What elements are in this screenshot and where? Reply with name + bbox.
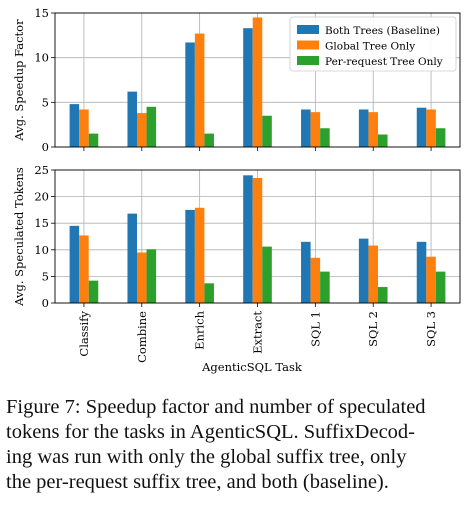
y-tick-label: 10 — [34, 51, 49, 65]
y-axis-label: Avg. Speculated Tokens — [12, 167, 26, 307]
bars — [69, 175, 446, 303]
bar-per-request-tree-only-extract — [262, 115, 272, 147]
bar-both-trees-baseline-sql-1 — [301, 109, 311, 147]
bar-both-trees-baseline-combine — [127, 213, 138, 303]
figure: 0 5 10 15 Avg. Speedup Factor Both Trees (Bas… — [12, 6, 461, 374]
bar-global-tree-only-sql-3 — [426, 256, 436, 303]
bar-per-request-tree-only-enrich — [204, 133, 214, 147]
bar-both-trees-baseline-combine — [127, 91, 138, 147]
bar-per-request-tree-only-sql-3 — [435, 271, 446, 303]
bar-per-request-tree-only-sql-2 — [377, 287, 388, 303]
bar-global-tree-only-classify — [79, 109, 89, 147]
y-tick-label: 10 — [34, 243, 49, 257]
bar-both-trees-baseline-classify — [69, 225, 80, 303]
bars — [69, 17, 446, 148]
bar-global-tree-only-extract — [252, 17, 263, 147]
bar-both-trees-baseline-enrich — [185, 42, 195, 148]
bar-per-request-tree-only-extract — [262, 246, 272, 303]
bar-per-request-tree-only-sql-1 — [320, 271, 330, 303]
bar-global-tree-only-sql-1 — [310, 112, 321, 147]
speedup-chart: 0 5 10 15 Avg. Speedup Factor Both Trees (Bas… — [12, 6, 461, 154]
y-tick-label: 15 — [34, 216, 49, 230]
bar-per-request-tree-only-enrich — [204, 283, 214, 303]
speculated-tokens-chart: 0 5 10 15 20 25 Classify Combine Enrich Extract SQ… — [12, 163, 461, 363]
y-axis-label: Avg. Speedup Factor — [12, 19, 26, 142]
bar-both-trees-baseline-sql-2 — [358, 109, 369, 147]
x-tick-label: SQL 2 — [366, 311, 380, 347]
bar-per-request-tree-only-sql-2 — [377, 134, 388, 147]
y-tick-label: 20 — [34, 190, 49, 204]
x-axis-label: AgenticSQL Task — [201, 360, 303, 374]
bar-per-request-tree-only-combine — [146, 106, 157, 147]
bar-global-tree-only-enrich — [194, 207, 205, 303]
caption-line-3: ing was run with only the global suffix … — [6, 446, 407, 468]
bar-both-trees-baseline-sql-3 — [416, 241, 427, 303]
bar-per-request-tree-only-sql-3 — [435, 128, 446, 147]
figure-caption: Figure 7: Speedup factor and number of s… — [6, 395, 470, 495]
legend-swatch — [297, 25, 319, 34]
y-tick-label: 5 — [42, 269, 49, 283]
legend-label: Per-request Tree Only — [325, 56, 443, 68]
caption-line-2: tokens for the tasks in AgenticSQL. Suff… — [6, 421, 415, 443]
bar-per-request-tree-only-classify — [88, 133, 99, 147]
bar-global-tree-only-sql-2 — [368, 245, 378, 303]
legend-box — [289, 16, 457, 72]
legend-swatch — [297, 56, 319, 65]
bar-global-tree-only-combine — [137, 113, 147, 147]
x-tick-label: SQL 3 — [424, 311, 438, 347]
bar-per-request-tree-only-classify — [88, 280, 99, 303]
bar-both-trees-baseline-classify — [69, 104, 80, 147]
y-tick-label: 15 — [34, 6, 49, 20]
x-tick-label: SQL 1 — [308, 311, 322, 347]
bar-both-trees-baseline-sql-2 — [358, 238, 369, 303]
bar-both-trees-baseline-extract — [243, 175, 253, 303]
bar-global-tree-only-extract — [252, 177, 263, 303]
x-tick-label: Combine — [135, 311, 149, 363]
caption-line-1: Figure 7: Speedup factor and number of s… — [6, 396, 426, 418]
bar-global-tree-only-sql-1 — [310, 257, 321, 303]
bar-both-trees-baseline-sql-3 — [416, 107, 427, 147]
bar-global-tree-only-classify — [79, 235, 89, 303]
y-tick-label: 25 — [34, 163, 49, 177]
legend-swatch — [297, 40, 319, 50]
bar-per-request-tree-only-combine — [146, 249, 157, 303]
x-tick-label: Extract — [251, 311, 265, 354]
legend-label: Both Trees (Baseline) — [325, 25, 440, 37]
y-tick-label: 0 — [42, 296, 49, 310]
bar-both-trees-baseline-sql-1 — [301, 241, 311, 303]
x-tick-label: Classify — [77, 311, 91, 357]
caption-line-4: the per-request suffix tree, and both (b… — [6, 471, 389, 493]
bar-both-trees-baseline-enrich — [185, 209, 195, 303]
bar-global-tree-only-combine — [137, 252, 147, 303]
bar-both-trees-baseline-extract — [243, 28, 253, 147]
bar-per-request-tree-only-sql-1 — [320, 128, 330, 147]
legend: Both Trees (Baseline) Global Tree Only Per… — [289, 16, 457, 72]
bar-global-tree-only-enrich — [194, 33, 205, 148]
legend-label: Global Tree Only — [325, 41, 415, 53]
x-tick-label: Enrich — [193, 310, 207, 349]
plot-frame — [54, 12, 461, 148]
plot-frame — [54, 169, 461, 304]
y-tick-label: 5 — [42, 95, 49, 109]
bar-global-tree-only-sql-2 — [368, 112, 378, 147]
y-tick-label: 0 — [42, 140, 49, 154]
bar-global-tree-only-sql-3 — [426, 109, 436, 147]
